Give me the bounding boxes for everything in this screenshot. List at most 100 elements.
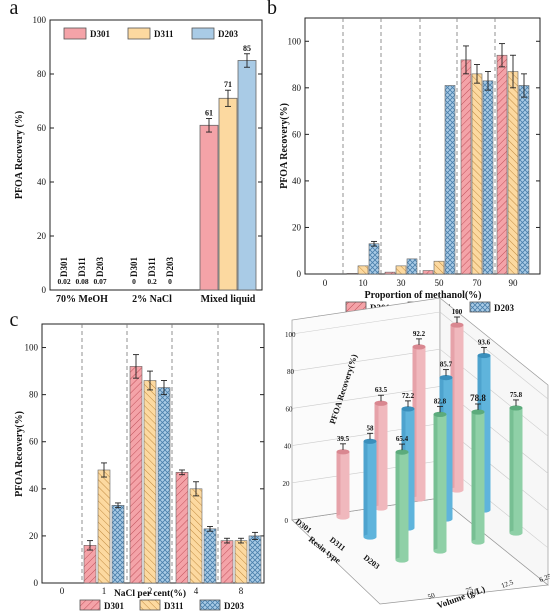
- panel-a-ylabel: PFOA Recovery (%): [14, 111, 25, 199]
- panel-a-bar: [218, 97, 238, 291]
- panel-d-xtick-label: 75: [465, 585, 475, 595]
- panel-b-bar: [384, 271, 396, 275]
- panel-a-ytick-label: 0: [42, 285, 47, 295]
- panel-c-bar: [189, 488, 203, 584]
- panel-b-xtick-label: 90: [509, 278, 519, 288]
- panel-d-bar-base: [395, 557, 409, 563]
- panel-c-bar: [175, 472, 189, 584]
- panel-a-data-label: 0: [168, 277, 172, 286]
- panel-c-ytick-label: 20: [29, 531, 39, 541]
- panel-c-bar: [248, 535, 262, 584]
- panel-a-data-label: 0.07: [93, 277, 106, 286]
- panel-a-data-label: 0: [132, 277, 136, 286]
- panel-c-xtick-label: 2: [148, 586, 153, 596]
- panel-d-ztick-label: 20: [283, 480, 291, 488]
- panel-d-data-label: 72.2: [402, 392, 415, 400]
- panel-b-xtick-label: 50: [435, 278, 445, 288]
- panel-b-bar: [357, 265, 369, 275]
- panel-a-category: 2% NaCl: [132, 294, 172, 305]
- panel-c-xlabel: NaCl per cent(%): [114, 588, 186, 599]
- panel-c-ytick-label: 80: [29, 390, 39, 400]
- panel-c-bar: [143, 380, 157, 584]
- panel-a-series-vlabel: D301: [59, 257, 69, 277]
- panel-d-bar-cap: [374, 400, 388, 406]
- panel-b-bar: [444, 85, 456, 275]
- panel-d-bar-shade: [433, 414, 438, 551]
- panel-d-bar-base: [471, 539, 485, 545]
- panel-d-bar-cap: [401, 406, 415, 412]
- panel-a-axes: 0 20 40 60 80 100: [33, 15, 263, 295]
- panel-d-bar: [336, 451, 350, 517]
- panel-a-category: Mixed liquid: [201, 294, 256, 305]
- panel-d-bar: [363, 441, 377, 537]
- panel-c-legend-swatch: [79, 599, 101, 611]
- panel-b-ytick-label: 60: [292, 129, 302, 139]
- panel-b-bar: [368, 243, 380, 275]
- panel-a-data-label: 0.08: [75, 277, 88, 286]
- panel-a-data-label: 0.02: [57, 277, 70, 286]
- panel-a-bar: [237, 60, 257, 291]
- panel-a-series-vlabel: D311: [147, 257, 157, 277]
- panel-b-bar: [395, 265, 407, 275]
- panel-a-legend-label: D203: [218, 29, 238, 39]
- panel-c-letter: c: [10, 309, 19, 331]
- panel-b-ytick-label: 40: [292, 176, 302, 186]
- panel-b-bar: [507, 71, 519, 275]
- panel-d-data-label: 75.8: [510, 391, 523, 399]
- panel-a-legend-label: D301: [90, 29, 110, 39]
- panel-d-data-label: 82.8: [434, 397, 447, 405]
- panel-a-series-vlabel: D203: [95, 257, 105, 277]
- panel-c-legend-swatch: [139, 599, 161, 611]
- panel-b-bar: [471, 73, 483, 275]
- panel-d-bar-cap: [509, 405, 523, 411]
- panel-d-ztick-label: 100: [285, 331, 296, 339]
- panel-a-ytick-label: 100: [33, 15, 47, 25]
- panel-c-bar: [220, 540, 234, 584]
- panel-d-bar: [433, 414, 447, 551]
- panel-b-bar: [406, 258, 418, 275]
- panel-c-bar: [111, 504, 125, 584]
- panel-b-ytick-label: 100: [288, 36, 302, 46]
- panel-d-bar: [450, 325, 464, 490]
- panel-d-data-label: 63.5: [375, 386, 388, 394]
- panel-b-xtick-label: 10: [359, 278, 369, 288]
- panel-a-series-vlabel: D301: [129, 257, 139, 277]
- panel-d-data-label: 39.5: [337, 435, 350, 443]
- panel-a-ytick-label: 80: [37, 69, 47, 79]
- panel-c-legend-label: D203: [224, 601, 244, 611]
- panel-c-bar: [203, 528, 217, 584]
- panel-b-ytick-label: 80: [292, 83, 302, 93]
- panel-b-bar: [518, 85, 530, 275]
- panel-d-plot: d020406080100PFOA Recovery(%)D301D311D20…: [283, 297, 550, 611]
- panel-a-data-label: 85: [243, 44, 251, 53]
- panel-d-bar-shade: [336, 451, 341, 517]
- panel-c-legend-swatch: [199, 599, 221, 611]
- panel-a-legend-label: D311: [154, 29, 174, 39]
- panel-c-xtick-label: 0: [60, 586, 65, 596]
- panel-b-xtick-label: 0: [323, 278, 328, 288]
- panel-d-data-label: 78.8: [470, 393, 486, 403]
- panel-b-bar: [460, 59, 472, 275]
- panel-d-data-label: 92.2: [413, 330, 426, 338]
- panel-c-xtick-label: 4: [194, 586, 199, 596]
- panel-b-legend-label: D203: [494, 303, 514, 313]
- panel-a-data-label: 71: [224, 80, 232, 89]
- panel-d-bar-shade: [471, 411, 476, 542]
- panel-c-bar: [97, 469, 111, 584]
- panel-c-xtick-label: 1: [102, 586, 107, 596]
- panel-d-bar-base: [412, 496, 426, 502]
- panel-c-legend-label: D311: [164, 601, 184, 611]
- panel-a-bar: [199, 124, 219, 291]
- panel-d-ztick-label: 80: [287, 368, 295, 376]
- panel-b-frame: [304, 17, 541, 275]
- panel-c-ytick-label: 60: [29, 437, 39, 447]
- panel-a-ytick-label: 60: [37, 123, 47, 133]
- panel-d-bar-cap: [363, 438, 377, 444]
- panel-d-bar-cap: [336, 449, 350, 455]
- panel-d-data-label: 58: [367, 424, 375, 432]
- panel-d-bar-cap: [439, 374, 453, 381]
- panel-d-bar-shade: [395, 452, 400, 560]
- panel-d-bar: [412, 346, 426, 499]
- panel-a-series-vlabel: D203: [165, 257, 175, 277]
